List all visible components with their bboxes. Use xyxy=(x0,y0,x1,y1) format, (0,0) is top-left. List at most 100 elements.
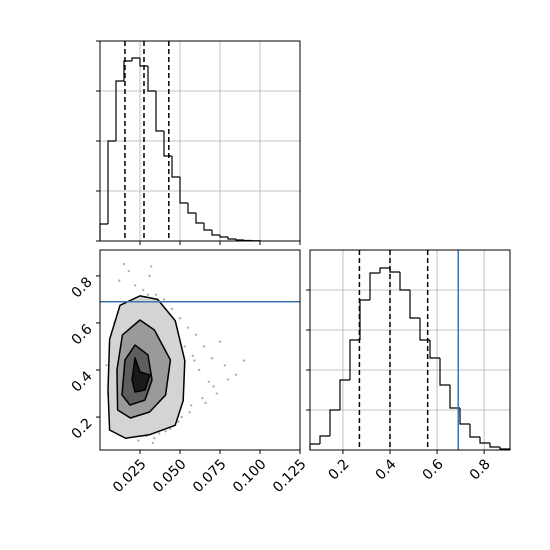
hist-step xyxy=(359,299,370,340)
point xyxy=(154,293,158,296)
hist-step xyxy=(131,57,140,61)
hist-step xyxy=(419,318,430,341)
point xyxy=(242,359,246,362)
axes-frame xyxy=(309,249,511,451)
hist-step xyxy=(235,239,244,241)
point xyxy=(234,373,238,376)
point xyxy=(215,392,218,395)
point xyxy=(226,378,230,381)
hist-step xyxy=(171,156,180,178)
point xyxy=(153,437,156,440)
hist-step xyxy=(195,213,204,224)
x-tick-label: 0.6 xyxy=(420,456,447,483)
point xyxy=(180,415,183,419)
y-tick-label: 0.4 xyxy=(69,368,96,395)
point xyxy=(164,429,167,433)
point xyxy=(150,265,153,268)
hist-step xyxy=(319,435,330,444)
hist-step xyxy=(389,268,400,273)
panel: 0.2 0.4 0.6 0.8 xyxy=(306,249,511,483)
point xyxy=(118,279,121,282)
point xyxy=(186,326,190,329)
x-tick-label: 0.8 xyxy=(467,456,494,483)
point xyxy=(201,397,204,400)
hist-step xyxy=(219,235,228,238)
point xyxy=(177,420,180,423)
hist-step xyxy=(203,223,212,231)
point xyxy=(105,364,108,367)
point xyxy=(134,284,137,287)
point xyxy=(202,345,206,348)
point xyxy=(204,401,207,405)
point xyxy=(223,364,226,367)
hist-step xyxy=(439,358,450,386)
hist-step xyxy=(139,58,148,67)
axes-frame xyxy=(99,249,301,451)
hist-step xyxy=(349,339,360,380)
x-tick-label: 0.075 xyxy=(190,456,230,496)
hist-step xyxy=(489,443,500,448)
hist-step xyxy=(449,385,460,409)
hist-step xyxy=(379,267,390,273)
panel xyxy=(96,40,301,245)
point xyxy=(151,441,154,445)
hist-step xyxy=(187,203,196,214)
point xyxy=(207,380,210,383)
panel: 0.025 0.050 0.075 0.100 0.125 0.2 0.4 0.6 0.8 xyxy=(69,249,310,496)
hist-step xyxy=(459,408,470,425)
hist-step xyxy=(99,223,108,241)
y-tick-label: 0.8 xyxy=(69,274,96,301)
hist-step xyxy=(409,290,420,319)
contour xyxy=(131,357,151,393)
hist-step xyxy=(469,424,480,438)
point xyxy=(218,340,222,343)
point xyxy=(198,368,201,372)
hist-step xyxy=(329,409,340,436)
hist-step xyxy=(107,140,116,224)
hist-step xyxy=(155,91,164,132)
point xyxy=(122,262,126,266)
point xyxy=(169,427,172,431)
hist-step xyxy=(115,80,124,141)
point xyxy=(170,307,174,311)
hist-step xyxy=(211,230,220,236)
hist-step xyxy=(243,239,252,242)
x-tick-label: 0.050 xyxy=(150,456,190,496)
point xyxy=(127,269,130,273)
y-tick-label: 0.6 xyxy=(69,321,96,348)
point xyxy=(158,432,161,435)
hist-step xyxy=(179,177,188,204)
x-tick-label: 0.2 xyxy=(326,456,353,483)
hist-step xyxy=(163,131,172,157)
hist-step xyxy=(339,379,350,410)
axes-frame xyxy=(99,40,301,242)
hist-step xyxy=(227,237,236,240)
point xyxy=(137,439,140,442)
point xyxy=(190,404,193,407)
hist-step xyxy=(309,443,320,450)
point xyxy=(210,357,214,360)
point xyxy=(193,359,196,362)
point xyxy=(188,411,191,414)
point xyxy=(191,354,194,358)
y-tick-label: 0.2 xyxy=(69,415,96,442)
hist-step xyxy=(399,272,410,291)
point xyxy=(212,385,215,388)
point xyxy=(142,288,145,292)
x-tick-label: 0.4 xyxy=(373,456,400,483)
x-tick-label: 0.100 xyxy=(230,456,270,496)
hist-step xyxy=(147,66,156,92)
hist-step xyxy=(429,340,440,359)
hist-step xyxy=(369,272,380,300)
point xyxy=(146,293,150,296)
hist-step xyxy=(123,60,132,81)
x-tick-label: 0.125 xyxy=(270,456,310,496)
point xyxy=(194,333,198,336)
point xyxy=(148,274,151,278)
hist-step xyxy=(479,437,490,444)
x-tick-label: 0.025 xyxy=(110,456,150,496)
point xyxy=(162,298,166,301)
point xyxy=(183,345,186,348)
point xyxy=(178,317,182,320)
